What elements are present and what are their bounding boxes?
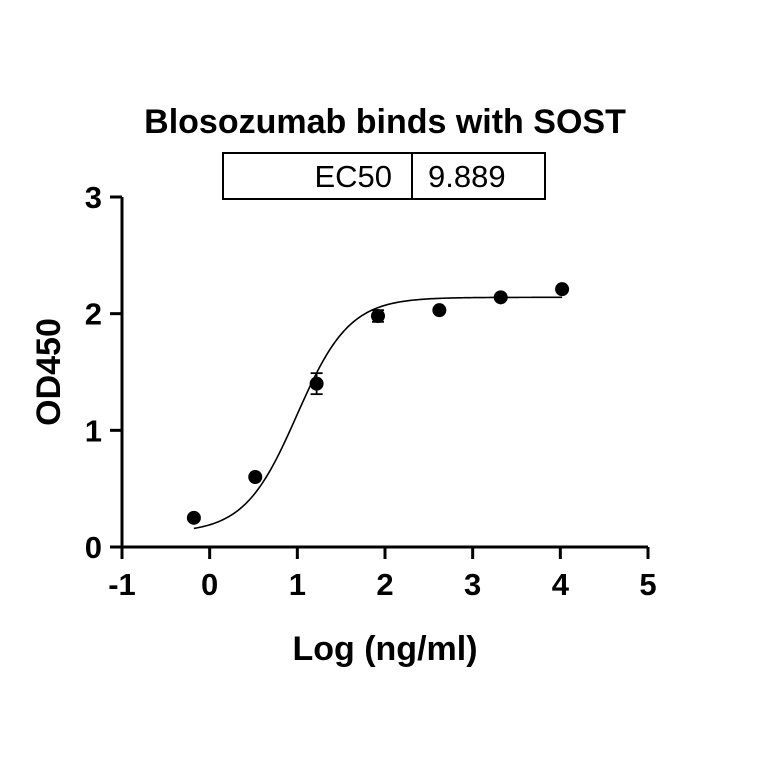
fit-curve: [193, 296, 563, 530]
fit-curve-layer: [193, 296, 563, 530]
data-point: [309, 376, 324, 391]
x-tick-label: 3: [464, 567, 481, 602]
x-tick-label: -1: [108, 567, 136, 602]
ec50-label: EC50: [314, 159, 392, 194]
y-tick-label: 2: [85, 297, 102, 332]
y-tick-label: 1: [85, 413, 102, 448]
y-axis-title: OD450: [30, 318, 68, 426]
ec50-table-border: [222, 152, 546, 200]
x-tick-label: 0: [201, 567, 218, 602]
data-point: [432, 303, 447, 318]
x-tick-label: 4: [552, 567, 570, 602]
chart-title: Blosozumab binds with SOST: [144, 103, 626, 141]
x-tick-label: 2: [376, 567, 393, 602]
x-axis-title: Log (ng/ml): [292, 630, 477, 668]
data-point: [493, 290, 508, 305]
x-tick-label: 5: [639, 567, 656, 602]
data-point: [555, 282, 570, 297]
y-tick-label: 3: [85, 180, 102, 215]
y-tick-label: 0: [85, 530, 102, 565]
data-point: [370, 309, 385, 323]
ec50-value: 9.889: [428, 159, 506, 194]
data-points-layer: [186, 282, 570, 525]
data-point: [186, 510, 201, 525]
data-point: [248, 470, 263, 484]
ec50-table: EC50 9.889: [222, 152, 546, 200]
x-tick-label: 1: [289, 567, 306, 602]
